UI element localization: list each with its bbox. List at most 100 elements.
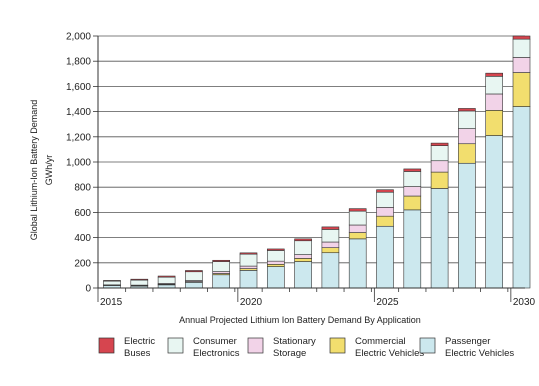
bar-segment xyxy=(294,261,312,289)
bar-segment xyxy=(321,241,340,248)
gridlines xyxy=(98,35,525,264)
bar-segment xyxy=(403,209,422,289)
bar-segment xyxy=(512,72,531,107)
y-tick-label: 0 xyxy=(85,284,91,295)
bar-segment xyxy=(485,93,504,111)
bar-segment xyxy=(157,276,176,284)
legend-label: Buses xyxy=(124,348,151,359)
bar-segment xyxy=(239,265,258,269)
legend-label: Electronics xyxy=(193,348,240,359)
bar-segment xyxy=(376,189,394,193)
bar-segment xyxy=(321,229,340,243)
axes: 0 200 400 600 800 1,000 1,200 1,400 1,600 1,800 2,… xyxy=(66,32,536,309)
bar-segment xyxy=(239,253,258,267)
y-tick-label: 600 xyxy=(74,208,91,219)
bar-segment xyxy=(266,264,285,267)
bar-segment xyxy=(239,270,258,289)
bar-segment xyxy=(430,171,449,189)
bar-segment xyxy=(157,275,176,278)
bar-segment xyxy=(321,226,340,230)
y-axis-title: Global Lithium-Ion Battery Demand xyxy=(29,100,39,241)
x-tick-label: 2015 xyxy=(100,297,123,308)
x-tick-label: 2020 xyxy=(240,297,263,308)
y-tick-label: 200 xyxy=(74,258,91,269)
bar-segment xyxy=(376,225,394,289)
bar-segment xyxy=(185,270,203,273)
bar-segment xyxy=(512,57,531,73)
bar-segment xyxy=(458,108,476,112)
bar-segment xyxy=(512,35,531,40)
bar-segment xyxy=(430,142,449,146)
legend-swatch xyxy=(419,337,436,354)
bar-segment xyxy=(403,171,422,187)
bar-segment xyxy=(512,106,531,289)
bar-segment xyxy=(130,279,149,286)
bar-segment xyxy=(266,266,285,289)
bar-segment xyxy=(294,240,312,255)
bar-segment xyxy=(376,191,394,208)
bar-segment xyxy=(185,271,203,281)
bar-segment xyxy=(185,282,203,289)
bar-segment xyxy=(130,278,149,281)
y-axis-unit: GWh/yr xyxy=(44,155,54,186)
bar-segment xyxy=(321,247,340,254)
y-tick-label: 400 xyxy=(74,233,91,244)
bar-segment xyxy=(376,207,394,217)
bar-segment xyxy=(266,250,285,262)
bar-segment xyxy=(512,38,531,58)
bar-segment xyxy=(485,72,504,77)
y-tick-label: 2,000 xyxy=(66,32,91,43)
legend-label: Consumer xyxy=(193,336,237,347)
bar-segment xyxy=(348,238,367,289)
bar-segment xyxy=(212,274,230,289)
legend-label: Passenger xyxy=(445,336,490,347)
legend-label: Electric xyxy=(124,336,155,347)
legend-label: Electric Vehicles xyxy=(355,348,424,359)
x-tick-label: 2030 xyxy=(513,297,536,308)
bar-segment xyxy=(348,232,367,240)
bar-segment xyxy=(239,252,258,255)
bar-segment xyxy=(294,258,312,262)
bar-segment xyxy=(348,224,367,233)
bar-segment xyxy=(294,238,312,242)
y-tick-label: 1,800 xyxy=(66,57,91,68)
bar-segment xyxy=(485,110,504,136)
bar-segment xyxy=(430,188,449,289)
x-axis-title: Annual Projected Lithium Ion Battery Dem… xyxy=(179,315,421,325)
legend-swatch xyxy=(167,337,184,354)
legend-label: Commercial xyxy=(355,336,406,347)
bar-segment xyxy=(266,248,285,251)
bar-segment xyxy=(458,110,476,129)
bar-segment xyxy=(212,261,230,272)
legend-swatch xyxy=(329,337,346,354)
bar-segment xyxy=(294,254,312,259)
y-tick-label: 1,200 xyxy=(66,132,91,143)
bar-segment xyxy=(321,252,340,289)
bar-segment xyxy=(458,162,476,289)
legend-label: Storage xyxy=(273,348,306,359)
bar-segment xyxy=(458,128,476,145)
bar-segment xyxy=(348,208,367,212)
bar-segment xyxy=(403,195,422,211)
bar-segment xyxy=(103,280,121,286)
y-tick-label: 800 xyxy=(74,183,91,194)
legend-label: Electric Vehicles xyxy=(445,348,514,359)
legend-label: Stationary xyxy=(273,336,316,347)
y-tick-label: 1,400 xyxy=(66,107,91,118)
bar-segment xyxy=(376,215,394,227)
stacked-bars xyxy=(103,35,531,289)
bar-segment xyxy=(348,210,367,226)
x-tick-label: 2025 xyxy=(376,297,399,308)
bar-segment xyxy=(403,186,422,197)
bar-segment xyxy=(103,280,121,282)
legend-swatch xyxy=(247,337,264,354)
bar-segment xyxy=(266,260,285,265)
bar-segment xyxy=(403,168,422,172)
bar-segment xyxy=(458,143,476,164)
legend-swatch xyxy=(98,337,115,354)
bar-segment xyxy=(212,259,230,262)
bar-segment xyxy=(485,76,504,95)
